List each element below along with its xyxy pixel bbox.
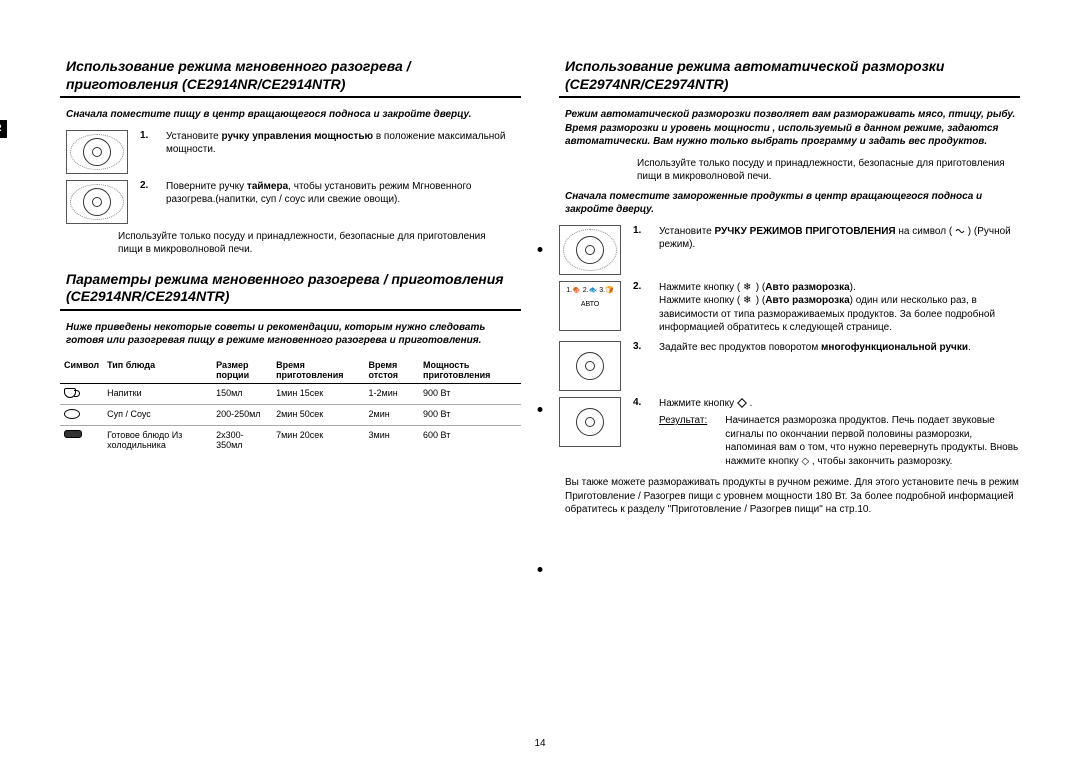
step-number: 2. xyxy=(633,281,647,335)
wave-icon xyxy=(955,226,965,236)
footer-note: Вы также можете размораживать продукты в… xyxy=(559,476,1020,517)
page-number: 14 xyxy=(534,738,545,749)
multi-dial-icon xyxy=(559,341,621,391)
step-number: 4. xyxy=(633,397,647,469)
table-header-power: Мощность приготовления xyxy=(419,357,521,384)
intro-text-2: Ниже приведены некоторые советы и рекоме… xyxy=(60,321,521,347)
step-r2: 1.🍖 2.🐟 3.🍞АВТО 2. Нажмите кнопку ( ❄ ) … xyxy=(559,281,1020,335)
result-text: Начинается разморозка продуктов. Печь по… xyxy=(725,414,1020,468)
table-row: Готовое блюдо Из холодильника 2x300-350м… xyxy=(60,425,521,454)
table-header-type: Тип блюда xyxy=(103,357,212,384)
dial-power-icon xyxy=(66,130,128,174)
table-header-size: Размер порции xyxy=(212,357,272,384)
mode-dial-icon xyxy=(559,225,621,275)
intro-text-3: Режим автоматической разморозки позволяе… xyxy=(559,108,1020,149)
snowflake-icon: ❄ xyxy=(743,295,753,305)
svg-text:❄: ❄ xyxy=(743,295,751,305)
step-number: 3. xyxy=(633,341,647,391)
table-row: Напитки 150мл 1мин 15сек 1-2мин 900 Вт xyxy=(60,383,521,404)
intro-text-1: Сначала поместите пищу в центр вращающег… xyxy=(60,108,521,122)
step-2: 2. Поверните ручку таймера, чтобы устано… xyxy=(60,180,521,224)
step-text: Поверните ручку таймера, чтобы установит… xyxy=(166,180,521,224)
right-column: Использование режима автоматической разм… xyxy=(559,58,1020,743)
section-title-auto-defrost: Использование режима автоматической разм… xyxy=(559,58,1020,98)
table-row: Суп / Соус 200-250мл 2мин 50сек 2мин 900… xyxy=(60,404,521,425)
step-number: 1. xyxy=(633,225,647,275)
section-title-instant-reheat: Использование режима мгновенного разогре… xyxy=(60,58,521,98)
dish-icon xyxy=(64,430,82,438)
cup-icon xyxy=(64,388,76,398)
intro-text-4: Сначала поместите замороженные продукты … xyxy=(559,190,1020,217)
safety-note-2: Используйте только посуду и принадлежнос… xyxy=(559,157,1020,184)
table-header-cook: Время приготовления xyxy=(272,357,364,384)
defrost-button-icon: 1.🍖 2.🐟 3.🍞АВТО xyxy=(559,281,621,331)
step-r3: 3. Задайте вес продуктов поворотом много… xyxy=(559,341,1020,391)
left-column: Использование режима мгновенного разогре… xyxy=(60,58,521,743)
step-r1: 1. Установите РУЧКУ РЕЖИМОВ ПРИГОТОВЛЕНИ… xyxy=(559,225,1020,275)
table-header-rest: Время отстоя xyxy=(365,357,420,384)
binding-dots xyxy=(538,247,543,572)
step-text: Задайте вес продуктов поворотом многофун… xyxy=(659,341,971,391)
step-text: Установите ручку управления мощностью в … xyxy=(166,130,521,174)
dial-timer-icon xyxy=(66,180,128,224)
bowl-icon xyxy=(64,409,80,419)
result-label: Результат: xyxy=(659,414,707,468)
language-tab: R xyxy=(0,120,7,138)
params-table: Символ Тип блюда Размер порции Время при… xyxy=(60,357,521,454)
step-text: Установите РУЧКУ РЕЖИМОВ ПРИГОТОВЛЕНИЯ н… xyxy=(659,225,1020,275)
step-text: Нажмите кнопку ( ❄ ) (Авто разморозка). … xyxy=(659,281,1020,335)
section-title-params: Параметры режима мгновенного разогрева /… xyxy=(60,271,521,311)
step-number: 1. xyxy=(140,130,154,174)
start-dial-icon xyxy=(559,397,621,447)
svg-text:❄: ❄ xyxy=(743,282,751,292)
snowflake-icon: ❄ xyxy=(743,282,753,292)
step-text: Нажмите кнопку . Результат: Начинается р… xyxy=(659,397,1020,469)
safety-note: Используйте только посуду и принадлежнос… xyxy=(60,230,521,257)
diamond-icon xyxy=(737,398,747,408)
table-header-symbol: Символ xyxy=(60,357,103,384)
step-r4: 4. Нажмите кнопку . Результат: Начинаетс… xyxy=(559,397,1020,469)
step-number: 2. xyxy=(140,180,154,224)
step-1: 1. Установите ручку управления мощностью… xyxy=(60,130,521,174)
